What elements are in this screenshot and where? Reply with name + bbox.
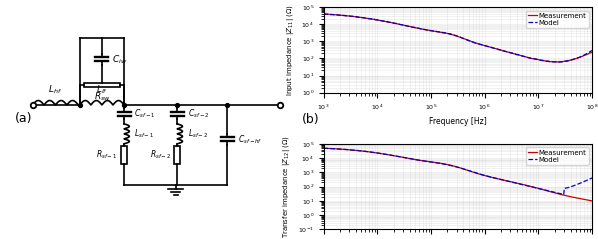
Line: Model: Model [324, 148, 592, 195]
Model [478, 43, 486, 46]
Text: $L_{hf}$: $L_{hf}$ [48, 83, 62, 96]
Model [588, 177, 596, 179]
Legend: Measurement, Model: Measurement, Model [526, 11, 588, 28]
Model [500, 49, 507, 52]
Y-axis label: Input impedance $|Z_{11}|$ ($\Omega$): Input impedance $|Z_{11}|$ ($\Omega$) [285, 4, 296, 96]
Measurement [588, 199, 596, 202]
Measurement [553, 60, 560, 63]
Line: Model: Model [324, 14, 592, 62]
Model [523, 56, 530, 59]
Text: $L_{lf}$: $L_{lf}$ [96, 83, 108, 96]
Model [499, 179, 507, 181]
Text: (b): (b) [302, 113, 319, 126]
Measurement [522, 55, 529, 58]
Model [588, 49, 596, 52]
Line: Measurement: Measurement [324, 14, 592, 62]
Measurement [499, 179, 507, 181]
Measurement [478, 43, 486, 46]
Measurement [389, 154, 396, 157]
Model [560, 193, 568, 196]
Measurement [389, 22, 396, 24]
Line: Measurement: Measurement [324, 148, 592, 201]
Model [389, 154, 396, 157]
Model [389, 22, 396, 24]
Measurement [320, 13, 327, 16]
X-axis label: Frequency [Hz]: Frequency [Hz] [429, 117, 487, 126]
Measurement [368, 17, 375, 20]
Model [442, 32, 449, 34]
Bar [174, 146, 181, 164]
Y-axis label: Transfer impedance $|Z_{12}|$ ($\Omega$): Transfer impedance $|Z_{12}|$ ($\Omega$) [282, 135, 292, 238]
Text: $C_{sf-2}$: $C_{sf-2}$ [188, 108, 209, 120]
Model [553, 61, 560, 64]
Text: $R_{sf-1}$: $R_{sf-1}$ [96, 149, 118, 161]
Model [478, 173, 486, 176]
Text: (a): (a) [15, 112, 32, 125]
Text: $R_{sf-2}$: $R_{sf-2}$ [150, 149, 171, 161]
Text: $C_{sf-1}$: $C_{sf-1}$ [135, 108, 156, 120]
Model [320, 147, 327, 150]
Measurement [478, 173, 486, 176]
Measurement [588, 51, 596, 54]
Bar [84, 83, 120, 87]
Measurement [522, 184, 529, 187]
Model [368, 17, 375, 20]
Measurement [441, 32, 448, 34]
Measurement [499, 49, 507, 52]
Measurement [441, 163, 448, 166]
Text: $L_{sf-2}$: $L_{sf-2}$ [188, 128, 208, 140]
Measurement [320, 147, 327, 150]
Model [320, 12, 327, 15]
Model [522, 184, 529, 187]
Legend: Measurement, Model: Measurement, Model [526, 147, 588, 165]
Model [441, 163, 448, 166]
Bar [121, 146, 127, 164]
Measurement [368, 151, 375, 153]
Text: $R_{sw}$: $R_{sw}$ [93, 91, 110, 103]
Text: $C_{sf-hf}$: $C_{sf-hf}$ [237, 133, 262, 146]
Model [368, 151, 375, 153]
Text: $C_{iw}$: $C_{iw}$ [112, 53, 127, 66]
Text: $L_{sf-1}$: $L_{sf-1}$ [135, 128, 155, 140]
Model [322, 12, 329, 15]
